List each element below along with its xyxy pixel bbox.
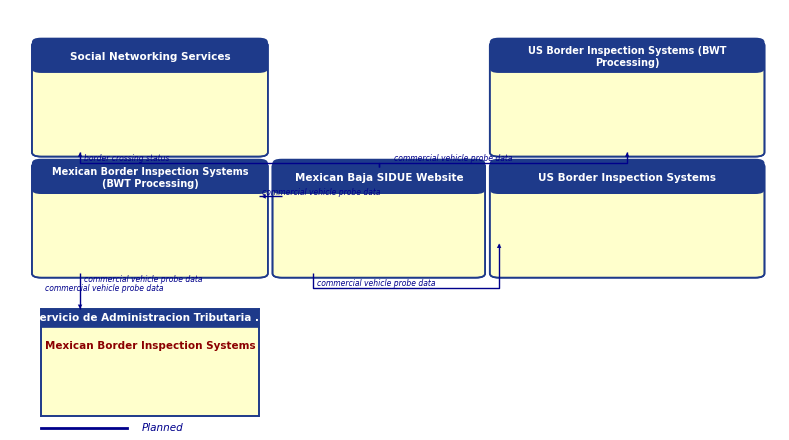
Text: Mexican Border Inspection Systems
(BWT Processing): Mexican Border Inspection Systems (BWT P… xyxy=(51,167,249,189)
FancyBboxPatch shape xyxy=(32,159,267,194)
Bar xyxy=(41,178,259,190)
Text: border crossing status: border crossing status xyxy=(84,154,170,163)
FancyBboxPatch shape xyxy=(272,159,485,194)
FancyBboxPatch shape xyxy=(490,162,765,278)
Bar xyxy=(41,57,259,69)
Text: Planned: Planned xyxy=(142,423,184,433)
FancyBboxPatch shape xyxy=(490,38,765,73)
FancyBboxPatch shape xyxy=(32,38,267,73)
Text: Servicio de Administracion Tributaria ...: Servicio de Administracion Tributaria ..… xyxy=(32,313,267,323)
Text: commercial vehicle probe data: commercial vehicle probe data xyxy=(394,154,513,163)
Text: US Border Inspection Systems (BWT
Processing): US Border Inspection Systems (BWT Proces… xyxy=(528,46,727,68)
FancyBboxPatch shape xyxy=(32,162,267,278)
FancyBboxPatch shape xyxy=(32,41,267,157)
Bar xyxy=(41,309,259,327)
FancyBboxPatch shape xyxy=(490,159,765,194)
Text: commercial vehicle probe data: commercial vehicle probe data xyxy=(84,275,203,284)
Text: commercial vehicle probe data: commercial vehicle probe data xyxy=(316,279,436,288)
Text: commercial vehicle probe data: commercial vehicle probe data xyxy=(263,188,381,197)
Text: Social Networking Services: Social Networking Services xyxy=(69,52,230,62)
FancyBboxPatch shape xyxy=(272,162,485,278)
Bar xyxy=(41,309,259,416)
Bar xyxy=(499,57,755,69)
Bar xyxy=(499,178,755,190)
Text: commercial vehicle probe data: commercial vehicle probe data xyxy=(45,284,163,293)
Text: Mexican Border Inspection Systems: Mexican Border Inspection Systems xyxy=(45,341,255,351)
FancyBboxPatch shape xyxy=(490,41,765,157)
Text: US Border Inspection Systems: US Border Inspection Systems xyxy=(538,173,716,183)
Text: Mexican Baja SIDUE Website: Mexican Baja SIDUE Website xyxy=(294,173,463,183)
Bar xyxy=(282,178,476,190)
